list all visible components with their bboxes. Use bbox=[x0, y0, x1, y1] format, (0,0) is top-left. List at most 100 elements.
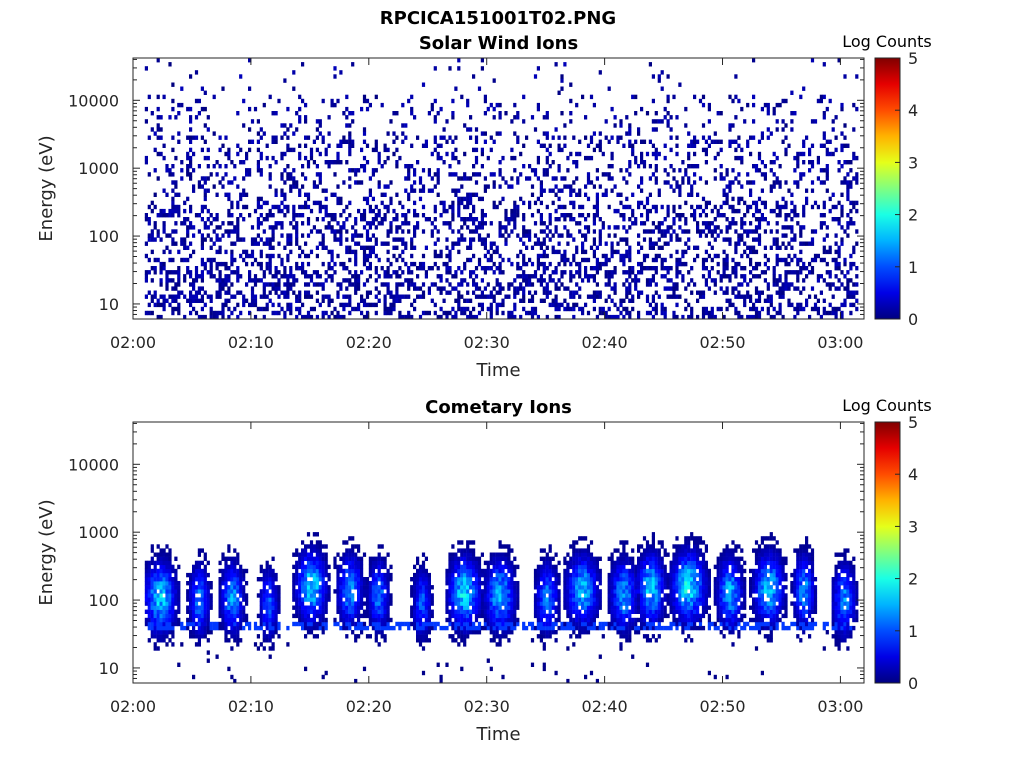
heatmap-cell bbox=[236, 111, 240, 116]
heatmap-cell bbox=[433, 249, 437, 255]
heatmap-cell bbox=[156, 585, 160, 590]
heatmap-cell bbox=[248, 213, 252, 218]
heatmap-cell bbox=[457, 58, 461, 63]
heatmap-cell bbox=[333, 270, 337, 275]
heatmap-cell bbox=[242, 625, 246, 631]
heatmap-cell bbox=[584, 155, 588, 161]
heatmap-cell bbox=[781, 204, 785, 210]
heatmap-cell bbox=[224, 302, 228, 308]
heatmap-cell bbox=[277, 253, 281, 259]
heatmap-cell bbox=[268, 282, 272, 287]
heatmap-cell bbox=[763, 278, 767, 283]
heatmap-cell bbox=[212, 274, 216, 279]
heatmap-cell bbox=[144, 213, 148, 218]
heatmap-cell bbox=[825, 168, 829, 173]
heatmap-cell bbox=[510, 147, 514, 153]
heatmap-cell bbox=[277, 593, 281, 598]
heatmap-cell bbox=[156, 621, 160, 627]
heatmap-cell bbox=[348, 131, 352, 136]
heatmap-cell bbox=[159, 560, 163, 566]
heatmap-cell bbox=[389, 229, 393, 234]
heatmap-cell bbox=[192, 188, 196, 193]
heatmap-cell bbox=[209, 172, 213, 177]
heatmap-cell bbox=[436, 151, 440, 157]
heatmap-cell bbox=[147, 625, 151, 631]
heatmap-cell bbox=[298, 564, 302, 570]
heatmap-cell bbox=[147, 593, 151, 598]
heatmap-cell bbox=[675, 274, 679, 279]
heatmap-cell bbox=[404, 135, 408, 140]
heatmap-cell bbox=[492, 294, 496, 299]
heatmap-cell bbox=[230, 621, 234, 627]
heatmap-cell bbox=[840, 147, 844, 153]
heatmap-cell bbox=[757, 298, 762, 303]
heatmap-cell bbox=[666, 225, 670, 230]
heatmap-cell bbox=[775, 155, 779, 161]
heatmap-cell bbox=[309, 625, 314, 631]
heatmap-cell bbox=[539, 274, 543, 279]
heatmap-cell bbox=[533, 221, 538, 226]
heatmap-cell bbox=[525, 135, 529, 140]
heatmap-cell bbox=[236, 274, 240, 279]
heatmap-cell bbox=[150, 605, 154, 610]
heatmap-cell bbox=[731, 221, 735, 226]
heatmap-cell bbox=[522, 257, 526, 263]
heatmap-cell bbox=[604, 274, 608, 279]
heatmap-cell bbox=[301, 548, 305, 553]
heatmap-cell bbox=[186, 572, 190, 578]
heatmap-cell bbox=[852, 261, 856, 267]
heatmap-cell bbox=[156, 593, 160, 598]
heatmap-cell bbox=[189, 270, 193, 275]
heatmap-cell bbox=[218, 609, 222, 614]
heatmap-cell bbox=[203, 552, 207, 557]
heatmap-cell bbox=[309, 605, 314, 610]
heatmap-cell bbox=[421, 143, 426, 148]
heatmap-cell bbox=[271, 155, 275, 161]
heatmap-cell bbox=[324, 552, 328, 557]
heatmap-cell bbox=[651, 241, 655, 246]
heatmap-cell bbox=[763, 298, 767, 303]
heatmap-cell bbox=[754, 200, 759, 206]
heatmap-cell bbox=[413, 208, 417, 214]
heatmap-cell bbox=[507, 314, 511, 320]
heatmap-cell bbox=[315, 119, 319, 124]
heatmap-cell bbox=[289, 123, 293, 128]
heatmap-cell bbox=[693, 172, 697, 177]
heatmap-cell bbox=[645, 229, 650, 234]
heatmap-cell bbox=[672, 188, 676, 193]
heatmap-cell bbox=[628, 217, 632, 222]
heatmap-cell bbox=[348, 282, 352, 287]
heatmap-cell bbox=[283, 274, 287, 279]
heatmap-cell bbox=[315, 581, 319, 586]
heatmap-cell bbox=[227, 266, 231, 271]
heatmap-cell bbox=[150, 278, 154, 283]
heatmap-cell bbox=[775, 253, 779, 259]
heatmap-cell bbox=[159, 151, 163, 157]
heatmap-cell bbox=[224, 568, 228, 574]
heatmap-cell bbox=[360, 217, 364, 222]
heatmap-cell bbox=[810, 241, 815, 246]
heatmap-cell bbox=[159, 208, 163, 214]
heatmap-cell bbox=[259, 127, 263, 132]
heatmap-cell bbox=[180, 257, 184, 263]
heatmap-cell bbox=[318, 548, 322, 553]
heatmap-cell bbox=[710, 221, 714, 226]
heatmap-cell bbox=[766, 266, 770, 271]
heatmap-cell bbox=[215, 314, 219, 320]
heatmap-cell bbox=[622, 225, 626, 230]
heatmap-cell bbox=[253, 621, 258, 627]
heatmap-cell bbox=[365, 196, 370, 202]
heatmap-cell bbox=[351, 274, 355, 279]
heatmap-cell bbox=[474, 286, 479, 291]
heatmap-cell bbox=[752, 58, 756, 63]
heatmap-cell bbox=[560, 270, 564, 275]
heatmap-cell bbox=[203, 617, 207, 623]
heatmap-cell bbox=[525, 245, 529, 250]
heatmap-cell bbox=[395, 135, 399, 140]
heatmap-cell bbox=[439, 106, 443, 112]
heatmap-cell bbox=[654, 164, 658, 169]
heatmap-cell bbox=[171, 585, 175, 590]
heatmap-cell bbox=[675, 151, 679, 157]
heatmap-cell bbox=[489, 310, 493, 316]
heatmap-cell bbox=[230, 204, 234, 210]
